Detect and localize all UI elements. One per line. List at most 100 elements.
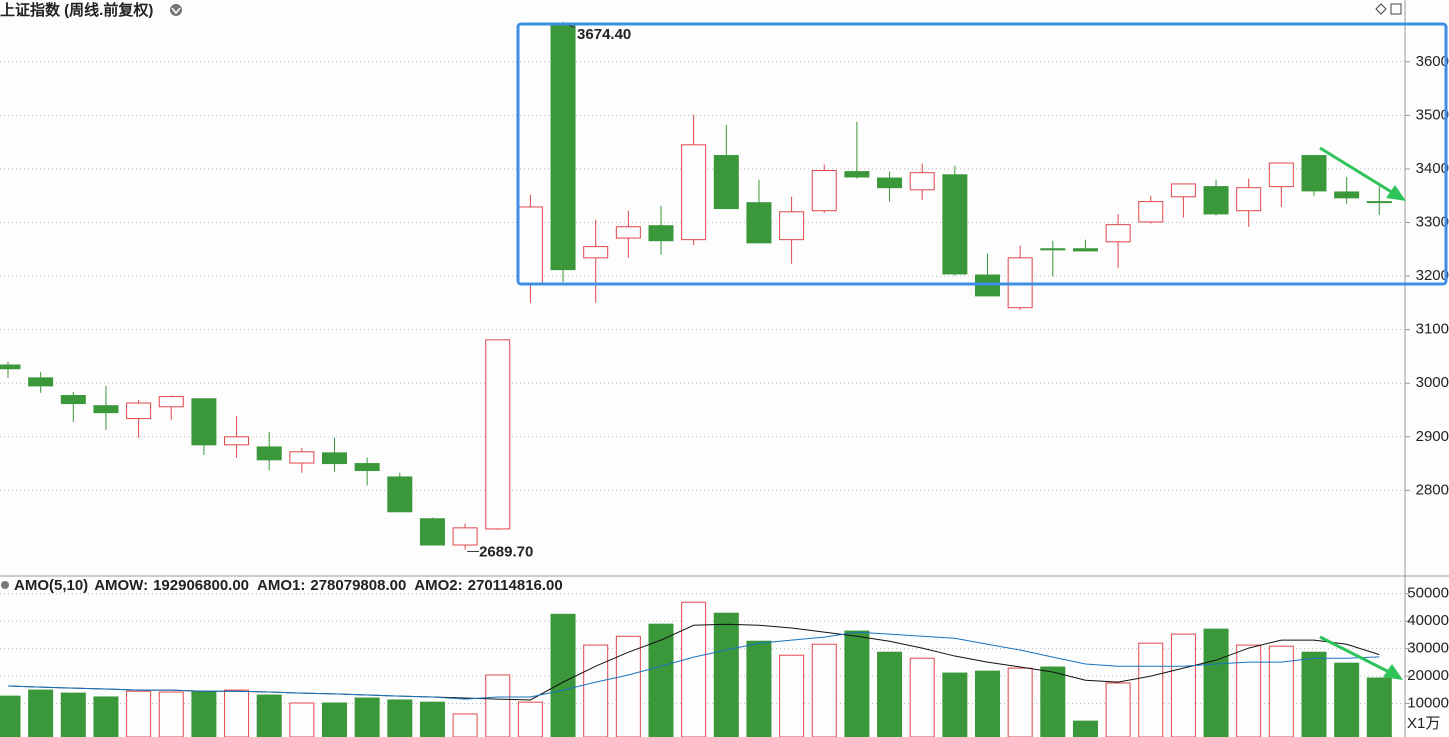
candle-body (746, 202, 772, 244)
min-label: 2689.70 (479, 543, 533, 560)
candle-body (256, 446, 282, 461)
candle-body (1301, 155, 1327, 192)
volume-bar (1236, 644, 1262, 737)
volume-bar (93, 696, 119, 737)
candle-body (844, 171, 870, 178)
volume-bar (779, 654, 805, 737)
candle-body (550, 23, 576, 271)
trend-arrowhead (1383, 664, 1403, 680)
volume-bar (126, 690, 152, 737)
indicator-icon[interactable] (1, 581, 9, 589)
candle-body (1170, 183, 1196, 198)
shape-icon[interactable] (1375, 3, 1387, 15)
highlight-box (516, 22, 1448, 286)
candle-body (681, 144, 707, 241)
volume-bar (485, 674, 511, 737)
y-tick-label: 3300 (1416, 213, 1449, 230)
y-tick-label: 3400 (1416, 160, 1449, 177)
volume-bar (1366, 677, 1392, 737)
candle-body (1268, 162, 1294, 188)
candle-body (93, 405, 119, 414)
candle-body (419, 518, 445, 546)
volume-bar (713, 612, 739, 737)
volume-bar (452, 713, 478, 737)
volume-bar (1007, 667, 1033, 737)
volume-bar (1170, 633, 1196, 737)
candle-body (28, 377, 54, 387)
volume-bar (322, 702, 347, 737)
candle-body (877, 177, 903, 189)
y-tick-label: 40000 (1407, 612, 1449, 629)
volume-bar (419, 701, 445, 737)
candle-body (1072, 248, 1098, 252)
candle-body (1203, 186, 1229, 215)
menu-icon[interactable] (170, 4, 182, 16)
y-tick-label: 2800 (1416, 481, 1449, 498)
volume-bar (1138, 642, 1164, 737)
candle-body (322, 452, 347, 465)
volume-bar (1301, 651, 1327, 737)
y-tick-label: 3200 (1416, 267, 1449, 284)
legend-value: 270114816.00 (468, 577, 563, 594)
candle-body (517, 206, 543, 284)
chart-title: 上证指数 (周线.前复权) (0, 1, 153, 19)
volume-bar (909, 657, 935, 737)
candle-body (942, 174, 968, 275)
volume-bar (975, 670, 1000, 737)
y-tick-label: 30000 (1407, 640, 1449, 657)
volume-bar (811, 643, 837, 737)
candle-body (0, 364, 21, 370)
legend-value: 278079808.00 (310, 577, 406, 594)
volume-bar (0, 695, 21, 737)
ma-line (7, 631, 1380, 700)
y-tick-label: 50000 (1407, 585, 1449, 602)
candle-body (485, 339, 511, 530)
volume-bar (681, 601, 707, 737)
candle-body (713, 155, 739, 210)
volume-bar (28, 689, 54, 737)
candle-body (289, 451, 315, 464)
volume-bar (1105, 682, 1131, 737)
volume-bar (289, 702, 315, 737)
candle-body (615, 226, 641, 239)
y-tick-label: 20000 (1407, 667, 1449, 684)
volume-bar (354, 697, 380, 737)
volume-bar (60, 692, 86, 737)
volume-bar (550, 613, 576, 737)
candle-body (452, 527, 478, 546)
volume-bar (1203, 628, 1229, 737)
volume-bar (191, 691, 217, 737)
volume-bar (1268, 645, 1294, 737)
candle-body (126, 402, 152, 420)
candle-body (909, 172, 935, 191)
candle-body (191, 398, 217, 446)
panel-icon[interactable] (1390, 3, 1402, 15)
volume-bar (877, 651, 903, 737)
legend-value: 192906800.00 (153, 577, 249, 594)
candle-body (224, 436, 250, 446)
candle-body (387, 476, 413, 513)
volume-bar (1334, 662, 1360, 737)
y-tick-label: 10000 (1407, 695, 1449, 712)
menu-icon-arrow (171, 7, 181, 15)
volume-bar (1072, 720, 1098, 737)
trend-arrow (1319, 146, 1399, 198)
candle-body (158, 396, 184, 408)
volume-bar (517, 701, 543, 737)
volume-bar (1040, 666, 1066, 737)
volume-bar (158, 691, 184, 737)
legend-name: AMOW: (94, 577, 148, 594)
y-tick-label: 2900 (1416, 428, 1449, 445)
indicator-header: AMO(5,10) AMOW: 192906800.00 AMO1: 27807980… (1, 577, 563, 594)
y-tick-label: 3500 (1416, 106, 1449, 123)
unit-label: X1万 (1407, 715, 1440, 732)
candle-body (648, 225, 674, 242)
y-tick-label: 3600 (1416, 53, 1449, 70)
candle-body (1334, 191, 1360, 199)
candle-body (1236, 187, 1262, 212)
volume-bar (583, 644, 609, 737)
y-tick-label: 3000 (1416, 374, 1449, 391)
max-label: 3674.40 (577, 26, 631, 43)
candle-body (1105, 224, 1131, 243)
candle-body (60, 395, 86, 405)
